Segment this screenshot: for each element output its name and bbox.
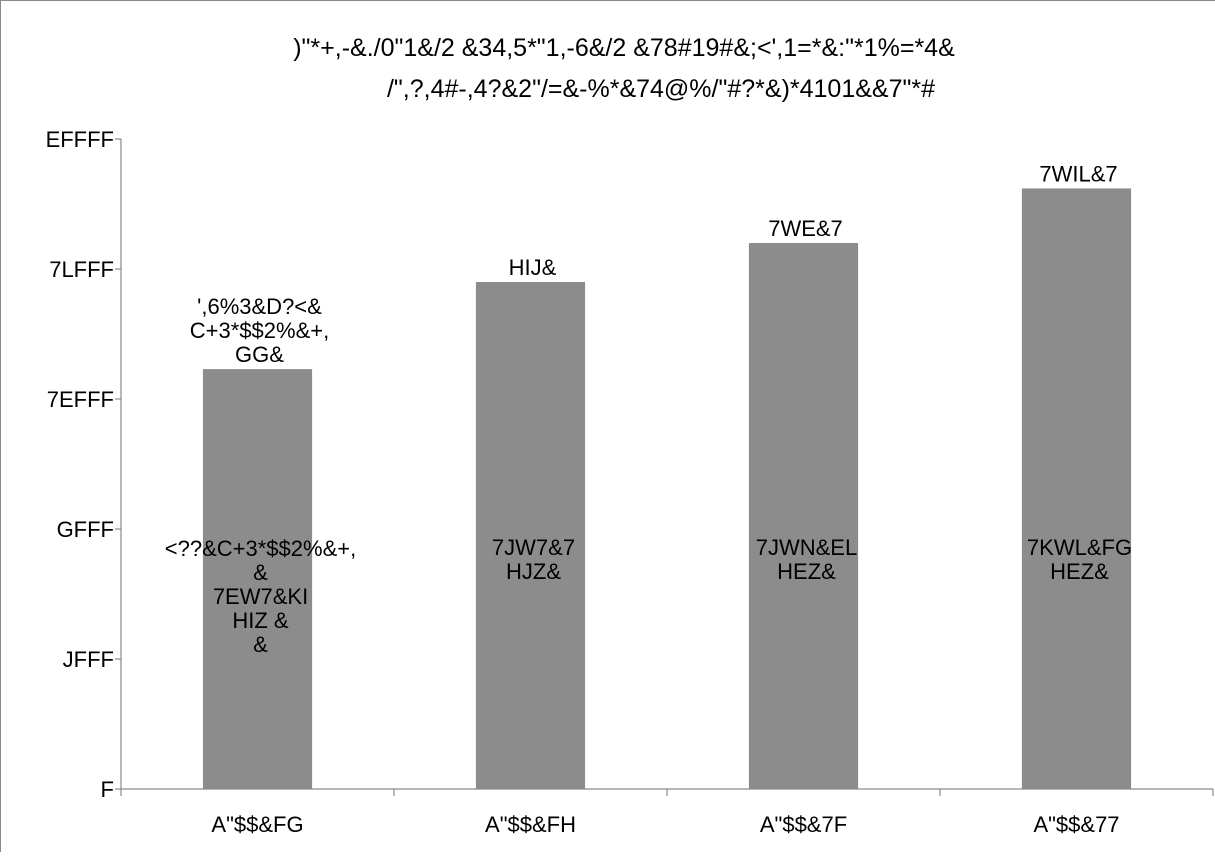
bar-inner-label: 7JW7&7 xyxy=(492,535,575,560)
chart-axes: F JFFF GFFF 7EFFF 7LFFF EFFFF A"$$&FG A"$$&FH A"… xyxy=(46,127,1214,837)
bar-top-label: C+3*$$2%&+, xyxy=(190,318,329,343)
y-tick-label: EFFFF xyxy=(46,127,114,152)
bar xyxy=(202,369,313,789)
x-category-label: A"$$&FH xyxy=(485,812,576,837)
chart-title: )"*+,-&./0"1&/2 &34,5*"1,-6&/2 &78#19#&;… xyxy=(293,34,955,103)
y-tick-label: 7EFFF xyxy=(47,387,114,412)
bar-inner-label: HIZ & xyxy=(232,608,289,633)
bar-top-label: HIJ& xyxy=(509,255,557,280)
x-category-label: A"$$&7F xyxy=(760,812,847,837)
bar-top-label: 7WE&7 xyxy=(768,216,843,241)
chart-title-line: )"*+,-&./0"1&/2 &34,5*"1,-6&/2 &78#19#&;… xyxy=(293,34,955,62)
bar-inner-label: HJZ& xyxy=(506,559,561,584)
bar-inner-label: & xyxy=(253,560,268,585)
y-tick-label: 7LFFF xyxy=(49,257,114,282)
bar-inner-label: 7JWN&EL xyxy=(756,535,857,560)
bar xyxy=(748,243,859,789)
bar xyxy=(475,282,586,789)
bar-top-label: ',6%3&D?<& xyxy=(197,294,322,319)
y-tick-label: GFFF xyxy=(57,517,114,542)
bar-top-label: GG& xyxy=(235,342,284,367)
y-tick-label: JFFF xyxy=(63,647,114,672)
x-category-label: A"$$&77 xyxy=(1033,812,1119,837)
bar-top-label: 7WIL&7 xyxy=(1039,161,1117,186)
y-tick-label: F xyxy=(101,777,114,802)
chart-title-line: /",?,4#-,4?&2"/=&-%*&74@%/"#?*&)*4101&&7… xyxy=(387,75,935,103)
bar-inner-label: 7KWL&FG xyxy=(1027,535,1132,560)
bar-inner-label: HEZ& xyxy=(777,559,836,584)
x-category-label: A"$$&FG xyxy=(211,812,303,837)
bar xyxy=(1021,188,1132,789)
bar-inner-label: 7EW7&KI xyxy=(213,584,308,609)
bar-inner-label: <??&C+3*$$2%&+, xyxy=(165,536,356,561)
chart-data-labels: ',6%3&D?<&C+3*$$2%&+,GG&<??&C+3*$$2%&+,&… xyxy=(165,161,1132,657)
bar-inner-label: & xyxy=(253,632,268,657)
chart-bars xyxy=(202,188,1132,789)
bar-inner-label: HEZ& xyxy=(1050,559,1109,584)
